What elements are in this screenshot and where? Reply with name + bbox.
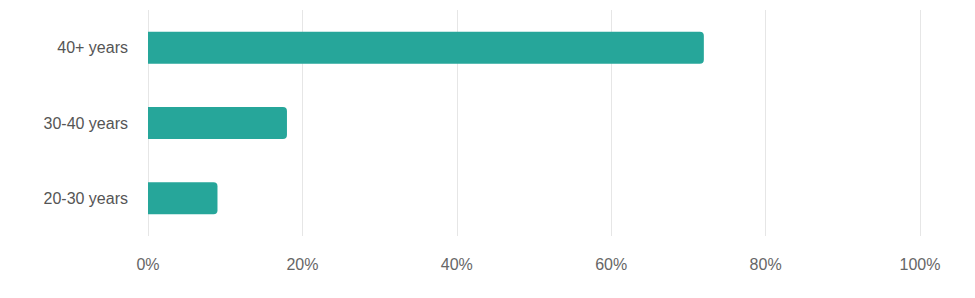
svg-text:40+ years: 40+ years bbox=[57, 39, 128, 56]
svg-text:20%: 20% bbox=[286, 256, 318, 273]
svg-text:0%: 0% bbox=[136, 256, 159, 273]
svg-text:80%: 80% bbox=[750, 256, 782, 273]
svg-text:100%: 100% bbox=[900, 256, 941, 273]
svg-text:60%: 60% bbox=[595, 256, 627, 273]
svg-text:30-40 years: 30-40 years bbox=[44, 115, 129, 132]
svg-text:40%: 40% bbox=[441, 256, 473, 273]
svg-text:20-30 years: 20-30 years bbox=[44, 190, 129, 207]
